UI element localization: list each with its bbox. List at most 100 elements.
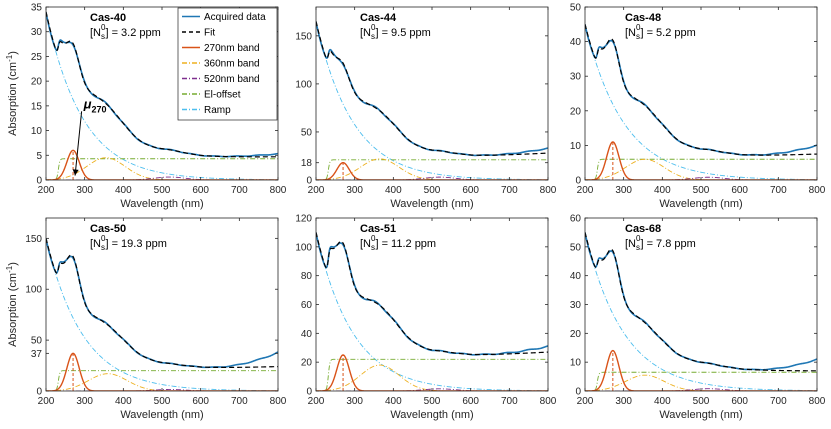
el-offset-curve [585, 371, 817, 391]
y-tick-label: 0 [575, 387, 581, 398]
y-tick-label: 60 [570, 214, 582, 225]
x-axis-label: Wavelength (nm) [120, 409, 203, 421]
x-tick-label: 400 [654, 396, 671, 407]
y-tick-label: 15 [31, 101, 43, 112]
x-tick-label: 600 [731, 185, 748, 196]
x-tick-label: 500 [693, 185, 710, 196]
panel-cas-48: 200 300 400 500 600 700 800 0 10 20 30 40 50 Waveleng… [570, 3, 826, 211]
panel-title: Cas-50 [90, 223, 126, 235]
y-tick-label: 150 [295, 31, 312, 42]
acquired-data-curve [585, 24, 817, 156]
band-360nm-curve [46, 157, 278, 180]
x-tick-label: 700 [501, 185, 518, 196]
band-360nm-curve [316, 364, 548, 391]
legend-entry-label: 360nm band [204, 59, 260, 70]
mu270-annotation: μ270 [72, 96, 107, 176]
y-tick-label: 50 [570, 242, 582, 253]
y-tick-label: 20 [301, 358, 313, 369]
x-tick-label: 800 [540, 185, 557, 196]
ramp-curve [585, 24, 817, 180]
y-tick-label: 120 [295, 214, 312, 225]
x-tick-label: 200 [38, 185, 55, 196]
x-axis-label: Wavelength (nm) [120, 198, 203, 210]
plot-area [316, 21, 548, 180]
y-tick-label: 40 [570, 271, 582, 282]
x-tick-label: 300 [346, 396, 363, 407]
band-270nm-curve [46, 149, 278, 180]
y-tick-label: 10 [31, 126, 43, 137]
y-tick-label: 50 [570, 3, 582, 14]
el-offset-curve [316, 358, 548, 391]
x-tick-label: 800 [270, 396, 287, 407]
x-tick-label: 700 [770, 396, 787, 407]
mu270-arrow-line [74, 111, 83, 176]
legend-entry-label: Acquired data [204, 12, 266, 23]
x-tick-label: 800 [270, 185, 287, 196]
y-tick-label: 50 [31, 336, 43, 347]
y-tick-label: 30 [31, 27, 43, 38]
panel-title: Cas-68 [625, 223, 661, 235]
acquired-data-curve [316, 21, 548, 157]
x-tick-label: 600 [731, 396, 748, 407]
ramp-curve [46, 238, 278, 391]
legend-entry-label: 520nm band [204, 74, 260, 85]
y-tick-label: 60 [301, 300, 313, 311]
x-tick-label: 500 [424, 185, 441, 196]
fit-curve [316, 232, 548, 356]
y-tick-label: 40 [301, 329, 313, 340]
legend-entry-label: Fit [204, 28, 215, 39]
x-tick-label: 200 [577, 185, 594, 196]
panel-cas-40: 200 300 400 500 600 700 800 0 5 10 15 20 25 30 35 Wavel… [31, 3, 287, 211]
fit-curve [316, 21, 548, 156]
ns-concentration: [Ns0] = 7.8 ppm [625, 234, 696, 252]
ramp-curve [316, 21, 548, 180]
x-tick-label: 600 [462, 396, 479, 407]
x-axis-label: Wavelength (nm) [659, 409, 742, 421]
plot-area [585, 23, 817, 180]
x-tick-label: 400 [115, 396, 132, 407]
x-tick-label: 400 [385, 185, 402, 196]
axes-box [584, 217, 818, 392]
acquired-data-curve [46, 238, 278, 369]
band-270nm-curve [46, 352, 278, 391]
panel-cas-51: 200 300 400 500 600 700 800 0 20 40 60 80 100 120 Wave… [295, 214, 556, 422]
y-tick-label: 35 [31, 3, 43, 14]
ramp-curve [316, 232, 548, 391]
x-tick-label: 200 [308, 396, 325, 407]
x-tick-label: 800 [809, 185, 826, 196]
x-tick-label: 600 [462, 185, 479, 196]
y-tick-label: 37 [31, 349, 43, 360]
x-tick-label: 700 [231, 185, 248, 196]
legend-entry-label: Ramp [204, 105, 231, 116]
legend-entry-label: El-offset [204, 90, 241, 101]
x-tick-label: 200 [577, 396, 594, 407]
y-tick-label: 0 [36, 176, 42, 187]
x-tick-label: 800 [809, 396, 826, 407]
ns-concentration: [Ns0] = 9.5 ppm [360, 23, 431, 41]
ns-concentration: [Ns0] = 5.2 ppm [625, 23, 696, 41]
x-tick-label: 400 [115, 185, 132, 196]
y-tick-label: 50 [301, 127, 313, 138]
panel-title: Cas-48 [625, 12, 661, 24]
y-tick-label: 0 [306, 176, 312, 187]
x-tick-label: 300 [346, 185, 363, 196]
el-offset-curve [46, 158, 278, 180]
y-axis-label: Absorption (cm-1) [5, 262, 19, 347]
x-tick-label: 600 [192, 185, 209, 196]
y-tick-label: 5 [36, 151, 42, 162]
y-tick-label: 100 [295, 79, 312, 90]
x-axis-label: Wavelength (nm) [390, 409, 473, 421]
y-tick-label: 150 [25, 234, 42, 245]
band-270nm-curve [585, 349, 817, 391]
x-tick-label: 500 [154, 185, 171, 196]
acquired-data-curve [585, 232, 817, 371]
legend-box [177, 7, 278, 121]
y-tick-label: 10 [570, 141, 582, 152]
band-360nm-curve [316, 158, 548, 180]
y-tick-label: 40 [570, 37, 582, 48]
acquired-data-curve [316, 232, 548, 356]
y-tick-label: 30 [570, 72, 582, 83]
x-tick-label: 200 [308, 185, 325, 196]
plot-area [585, 232, 817, 391]
y-axis-label: Absorption (cm-1) [5, 51, 19, 136]
